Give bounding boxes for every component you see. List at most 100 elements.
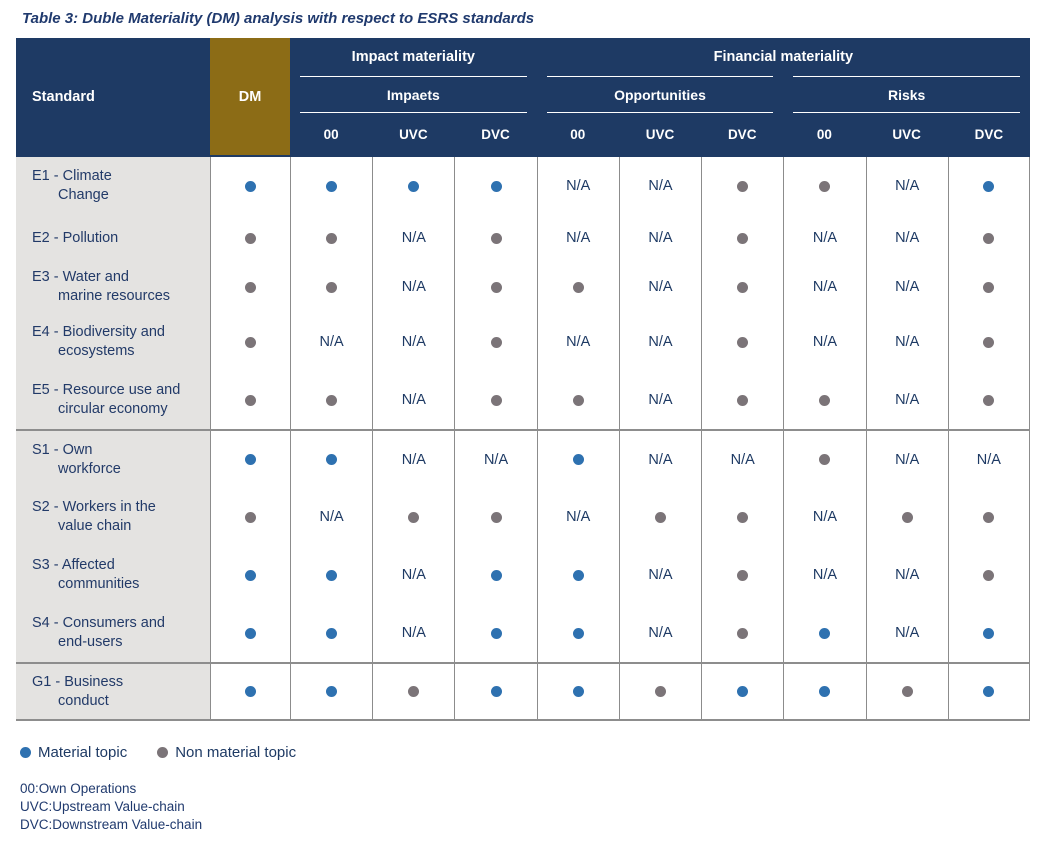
- table-cell: [290, 157, 373, 215]
- material-dot-icon: [819, 686, 831, 697]
- divider: [546, 76, 774, 77]
- impact-materiality-label: Impact materiality: [351, 49, 475, 65]
- header-dm: DM: [210, 38, 290, 155]
- table-cell: [290, 546, 373, 604]
- table-cell: [210, 261, 290, 313]
- risks-label: Risks: [887, 86, 926, 103]
- material-dot-icon: [245, 627, 256, 639]
- na-label: N/A: [648, 392, 673, 408]
- table-cell: N/A: [865, 371, 948, 429]
- table-cell: [536, 546, 619, 604]
- non-material-dot-icon: [737, 232, 749, 244]
- row-label-line2: marine resources: [58, 288, 171, 304]
- table-cell: [290, 371, 373, 429]
- table-row: S4 - Consumers and end-users N/A N/A N/A: [16, 604, 1030, 662]
- na-label: N/A: [812, 230, 838, 246]
- na-label: N/A: [566, 178, 591, 194]
- material-dot-icon: [490, 627, 502, 639]
- material-dot-icon: [819, 627, 831, 639]
- double-materiality-table: Standard DM Impact materiality Impaets 0…: [16, 38, 1030, 721]
- na-label: N/A: [895, 279, 920, 295]
- table-cell: [210, 431, 290, 488]
- col-label-dvc: DVC: [727, 126, 757, 142]
- row-label-line1: S1 - Own: [32, 441, 93, 458]
- standard-label-cell: E4 - Biodiversity and ecosystems: [16, 313, 210, 371]
- na-label: N/A: [401, 567, 426, 583]
- table-cell: [454, 215, 537, 261]
- material-dot-icon: [490, 686, 502, 697]
- row-label-line1: E3 - Water and: [32, 269, 129, 285]
- standard-label-cell: E3 - Water and marine resources: [16, 261, 210, 313]
- table-cell: [290, 664, 373, 719]
- table-cell: [783, 431, 866, 488]
- table-cell: [210, 215, 290, 261]
- non-material-dot-icon: [245, 511, 256, 523]
- table-cell: [865, 664, 948, 719]
- material-dot-icon: [245, 454, 256, 465]
- footnotes: 00:Own Operations UVC:Upstream Value-cha…: [20, 780, 202, 834]
- table-row: S3 - Affected communities N/A N/A N/A N/A: [16, 546, 1030, 604]
- non-material-dot-icon: [983, 336, 995, 348]
- material-dot-icon: [326, 454, 338, 465]
- non-material-dot-icon: [901, 686, 913, 697]
- na-label: N/A: [895, 334, 920, 350]
- table-cell: [536, 261, 619, 313]
- table-cell: N/A: [618, 371, 702, 429]
- material-dot-icon: [983, 686, 995, 697]
- table-row: E1 - Climate Change N/A N/A N/A: [16, 157, 1030, 215]
- table-cell: [454, 371, 537, 429]
- table-row: E2 - Pollution N/A N/A N/A N/A N/A: [16, 215, 1030, 261]
- col-label-oo: 00: [816, 126, 832, 142]
- col-label-uvc: UVC: [645, 126, 675, 142]
- impact-subcolumns: 00 UVC DVC: [290, 113, 537, 155]
- non-material-dot-icon: [654, 511, 666, 523]
- financial-materiality-group: Financial materiality Opportunities 00 U…: [537, 38, 1030, 155]
- table-cell: N/A: [618, 546, 702, 604]
- table-cell: [701, 488, 784, 546]
- table-cell: [783, 157, 866, 215]
- non-material-dot-icon: [245, 394, 256, 406]
- table-cell: N/A: [618, 604, 702, 662]
- table-cell: N/A: [290, 313, 373, 371]
- header-standard: Standard: [32, 88, 95, 105]
- table-cell: N/A: [783, 546, 866, 604]
- na-label: N/A: [812, 279, 838, 295]
- non-material-dot-icon: [983, 394, 995, 406]
- table-cell: [372, 488, 455, 546]
- table-cell: [210, 604, 290, 662]
- non-material-dot-icon: [983, 569, 995, 581]
- material-dot-icon: [326, 627, 338, 639]
- header-groups: Impact materiality Impaets 00 UVC DVC Fi…: [290, 38, 1030, 155]
- table-cell: N/A: [454, 431, 537, 488]
- non-material-dot-icon: [157, 747, 169, 758]
- non-material-dot-icon: [408, 686, 420, 697]
- table-cell: N/A: [372, 371, 455, 429]
- table-cell: [536, 664, 619, 719]
- table-cell: [536, 604, 619, 662]
- na-label: N/A: [566, 230, 591, 246]
- na-label: N/A: [812, 567, 838, 583]
- na-label: N/A: [812, 334, 838, 350]
- standard-label-cell: S1 - Own workforce: [16, 431, 210, 488]
- table-cell: N/A: [947, 431, 1030, 488]
- divider: [793, 76, 1020, 77]
- table-cell: [947, 664, 1030, 719]
- col-label-oo: 00: [323, 126, 339, 142]
- non-material-dot-icon: [490, 511, 502, 523]
- na-label: N/A: [648, 279, 673, 295]
- table-cell: [454, 157, 537, 215]
- na-label: N/A: [648, 451, 673, 468]
- table-cell: [701, 664, 784, 719]
- table-cell: [947, 488, 1030, 546]
- material-dot-icon: [572, 627, 584, 639]
- table-cell: N/A: [618, 431, 702, 488]
- table-cell: [701, 313, 784, 371]
- na-label: N/A: [648, 178, 673, 194]
- non-material-dot-icon: [737, 511, 749, 523]
- table-cell: [701, 604, 784, 662]
- table-cell: N/A: [372, 431, 455, 488]
- table-cell: N/A: [536, 313, 619, 371]
- table-cell: N/A: [618, 261, 702, 313]
- table-cell: [701, 546, 784, 604]
- na-label: N/A: [401, 625, 426, 641]
